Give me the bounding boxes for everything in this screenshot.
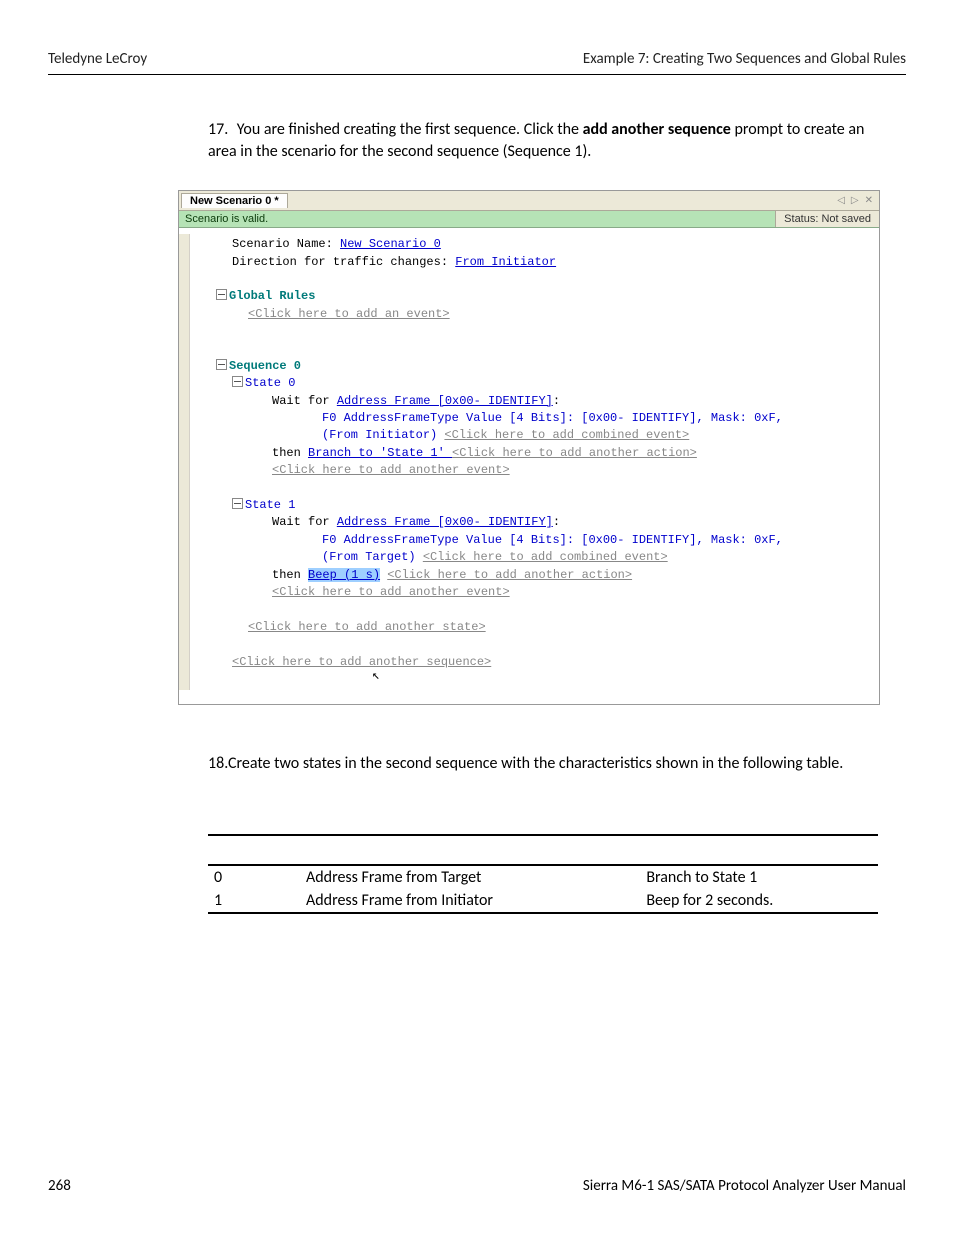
gutter: [179, 234, 190, 690]
code-area: Scenario Name: New Scenario 0 Direction …: [179, 228, 879, 704]
tab-controls: ◁ ▷ ✕: [837, 195, 879, 206]
add-another-event-prompt[interactable]: <Click here to add another event>: [196, 584, 783, 601]
col-state: [208, 835, 300, 865]
add-another-event-prompt[interactable]: <Click here to add another event>: [196, 462, 783, 479]
global-rules-header: Global Rules: [196, 288, 783, 305]
add-combined-event-prompt[interactable]: <Click here to add combined event>: [423, 550, 668, 564]
tab-bar: New Scenario 0 * ◁ ▷ ✕: [179, 191, 879, 211]
add-combined-event-prompt[interactable]: <Click here to add combined event>: [444, 428, 689, 442]
beep-action-link[interactable]: Beep (1 s): [308, 568, 380, 582]
direction-link[interactable]: From Initiator: [455, 255, 556, 269]
scenario-tab[interactable]: New Scenario 0 *: [181, 193, 288, 208]
cell-state: 1: [208, 889, 300, 913]
tree-collapse-icon[interactable]: [216, 359, 227, 370]
tree-collapse-icon[interactable]: [232, 376, 243, 387]
f0-line-1: F0 AddressFrameType Value [4 Bits]: [0x0…: [196, 532, 783, 549]
add-another-sequence-prompt[interactable]: <Click here to add another sequence>: [196, 654, 783, 671]
wait-for-line-1: Wait for Address Frame [0x00- IDENTIFY]:: [196, 514, 783, 531]
col-action: [640, 835, 878, 865]
scenario-editor-screenshot: New Scenario 0 * ◁ ▷ ✕ Scenario is valid…: [178, 190, 880, 705]
table-header-row: [208, 835, 878, 865]
state-1-header: State 1: [196, 497, 783, 514]
add-action-prompt[interactable]: <Click here to add another action>: [387, 568, 632, 582]
wait-for-line-0: Wait for Address Frame [0x00- IDENTIFY]:: [196, 393, 783, 410]
page-header: Teledyne LeCroy Example 7: Creating Two …: [48, 50, 906, 75]
address-frame-link[interactable]: Address Frame [0x00- IDENTIFY]: [337, 394, 553, 408]
header-left: Teledyne LeCroy: [48, 50, 147, 68]
add-action-prompt[interactable]: <Click here to add another action>: [452, 446, 697, 460]
f0-line-0: F0 AddressFrameType Value [4 Bits]: [0x0…: [196, 410, 783, 427]
cell-action: Branch to State 1: [640, 865, 878, 889]
then-beep-line: then Beep (1 s) <Click here to add anoth…: [196, 567, 783, 584]
code-body: Scenario Name: New Scenario 0 Direction …: [192, 234, 783, 690]
cell-state: 0: [208, 865, 300, 889]
status-not-saved: Status: Not saved: [775, 211, 879, 227]
step-18-number: 18.: [208, 754, 228, 773]
step-17: 17.You are finished creating the first s…: [208, 119, 886, 162]
cell-event: Address Frame from Target: [300, 865, 640, 889]
step-17-bold: add another sequence: [583, 120, 731, 139]
scenario-name-link[interactable]: New Scenario 0: [340, 237, 441, 251]
table-row: 0 Address Frame from Target Branch to St…: [208, 865, 878, 889]
tab-prev-icon[interactable]: ◁: [837, 195, 845, 206]
cell-action: Beep for 2 seconds.: [640, 889, 878, 913]
page-number: 268: [48, 1177, 71, 1195]
cursor-hand-icon: ↖: [372, 667, 380, 686]
status-valid: Scenario is valid.: [179, 211, 775, 227]
branch-state1-link[interactable]: Branch to 'State 1': [308, 446, 452, 460]
from-target-line: (From Target) <Click here to add combine…: [196, 549, 783, 566]
then-branch-line: then Branch to 'State 1' <Click here to …: [196, 445, 783, 462]
step-18: 18.Create two states in the second seque…: [208, 753, 866, 775]
table-row: 1 Address Frame from Initiator Beep for …: [208, 889, 878, 913]
cell-event: Address Frame from Initiator: [300, 889, 640, 913]
tree-collapse-icon[interactable]: [232, 498, 243, 509]
tab-next-icon[interactable]: ▷: [851, 195, 859, 206]
add-event-prompt[interactable]: <Click here to add an event>: [196, 306, 783, 323]
status-bar: Scenario is valid. Status: Not saved: [179, 211, 879, 228]
step-17-number: 17.: [208, 119, 237, 141]
add-another-state-prompt[interactable]: <Click here to add another state>: [196, 619, 783, 636]
manual-title: Sierra M6-1 SAS/SATA Protocol Analyzer U…: [583, 1177, 906, 1195]
step-18-text: Create two states in the second sequence…: [228, 754, 843, 773]
page: Teledyne LeCroy Example 7: Creating Two …: [0, 0, 954, 1235]
sequence-0-header: Sequence 0: [196, 358, 783, 375]
states-table: 0 Address Frame from Target Branch to St…: [208, 834, 878, 914]
address-frame-link[interactable]: Address Frame [0x00- IDENTIFY]: [337, 515, 553, 529]
from-initiator-line: (From Initiator) <Click here to add comb…: [196, 427, 783, 444]
direction-line: Direction for traffic changes: From Init…: [196, 254, 783, 271]
state-0-header: State 0: [196, 375, 783, 392]
tree-collapse-icon[interactable]: [216, 289, 227, 300]
scenario-name-line: Scenario Name: New Scenario 0: [196, 236, 783, 253]
header-right: Example 7: Creating Two Sequences and Gl…: [583, 50, 906, 68]
page-footer: 268 Sierra M6-1 SAS/SATA Protocol Analyz…: [48, 1137, 906, 1195]
step-17-text-before: You are finished creating the first sequ…: [237, 120, 583, 139]
tab-close-icon[interactable]: ✕: [865, 195, 873, 206]
col-event: [300, 835, 640, 865]
